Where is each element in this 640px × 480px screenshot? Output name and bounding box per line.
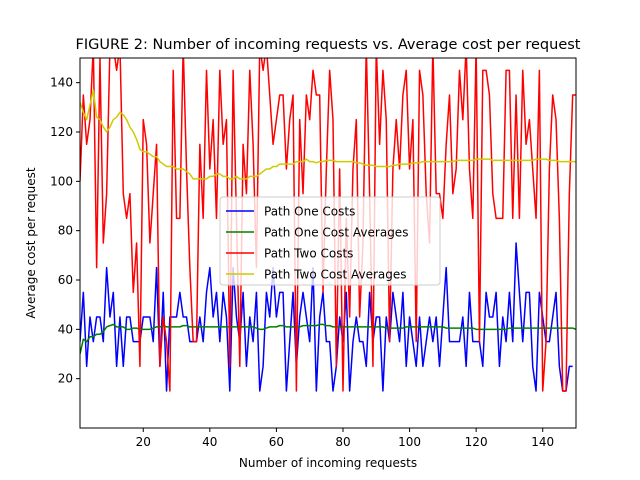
y-tick-label: 140 — [50, 76, 73, 90]
legend-box — [219, 196, 441, 286]
legend-entry-path-two-costs: Path Two Costs — [264, 247, 353, 261]
y-tick-label: 60 — [58, 273, 73, 287]
chart-title: FIGURE 2: Number of incoming requests vs… — [76, 37, 581, 53]
plot-frame — [79, 57, 577, 429]
x-tick-label: 40 — [202, 435, 217, 449]
series-line-path-two-costs — [80, 58, 576, 392]
y-tick-label: 80 — [58, 224, 73, 238]
legend: Path One Costs Path One Cost Averages Path… — [219, 196, 441, 286]
x-tick-label: 120 — [465, 435, 488, 449]
x-axis: 20 40 60 80 100 120 140 — [136, 428, 554, 449]
legend-entry-path-two-cost-averages: Path Two Cost Averages — [264, 268, 407, 282]
y-axis: 20 40 60 80 100 120 140 — [50, 76, 80, 386]
x-tick-label: 140 — [531, 435, 554, 449]
legend-entry-path-one-costs: Path One Costs — [264, 205, 355, 219]
y-tick-label: 20 — [58, 372, 73, 386]
x-tick-label: 100 — [398, 435, 421, 449]
x-tick-label: 80 — [335, 435, 350, 449]
x-axis-label: Number of incoming requests — [239, 456, 417, 470]
series-layer — [80, 58, 576, 392]
y-tick-label: 100 — [50, 174, 73, 188]
series-line-path-one-costs — [80, 242, 573, 392]
y-tick-label: 120 — [50, 125, 73, 139]
y-axis-label: Average cost per request — [24, 167, 38, 318]
series-line-path-two-cost-averages — [80, 89, 576, 180]
y-tick-label: 40 — [58, 322, 73, 336]
legend-entry-path-one-cost-averages: Path One Cost Averages — [264, 226, 408, 240]
x-tick-label: 60 — [269, 435, 284, 449]
x-tick-label: 20 — [136, 435, 151, 449]
